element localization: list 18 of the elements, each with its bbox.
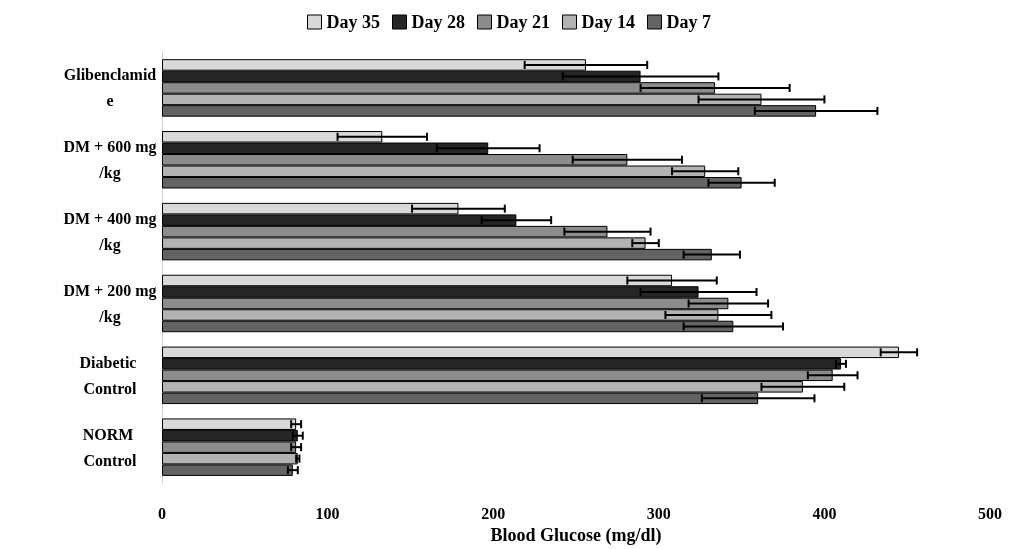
x-tick-label: 0 — [158, 504, 166, 522]
x-tick-label: 300 — [646, 504, 671, 522]
y-tick-label: DM + 200 mg/kg — [63, 281, 157, 326]
x-tick-label: 200 — [481, 504, 506, 522]
y-tick-label: Glibenclamide — [63, 66, 157, 110]
legend-label: Day 7 — [666, 12, 711, 32]
y-tick-label: Diabetic Control — [79, 353, 141, 397]
legend-label: Day 14 — [581, 12, 635, 32]
legend-label: Day 21 — [496, 12, 550, 32]
x-tick-label: 500 — [978, 504, 1002, 522]
x-tick-label: 400 — [812, 504, 837, 522]
x-axis-title: Blood Glucose (mg/dl) — [490, 525, 662, 546]
y-tick-label: DM + 400 mg/kg — [63, 210, 157, 255]
x-tick-label: 100 — [315, 504, 340, 522]
y-tick-label: DM + 600 mg/kg — [63, 138, 157, 183]
legend-label: Day 35 — [326, 12, 380, 32]
y-tick-label: NORM Control — [82, 425, 138, 469]
legend-label: Day 28 — [411, 12, 465, 32]
